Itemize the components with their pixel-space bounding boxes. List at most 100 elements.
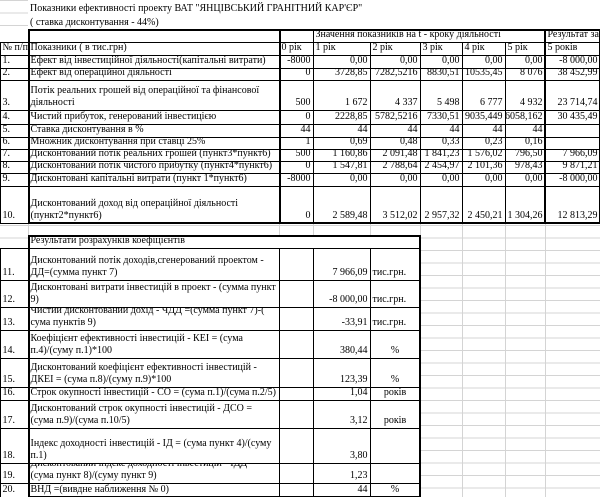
row-number-text: 2. <box>2 67 11 78</box>
row-number-text: 1. <box>2 54 11 66</box>
row-value-text: 7282,5216 <box>375 67 418 78</box>
row-value-text: 1 576,02 <box>467 148 503 159</box>
result-value-text: 44 <box>357 483 368 495</box>
result-value-text: 3,12 <box>350 414 368 426</box>
header-result-text: Результат за <box>547 28 599 40</box>
row-value-text: 2 957,32 <box>424 209 460 221</box>
result-unit-text: % <box>390 483 400 495</box>
row-value-text: 0,48 <box>400 136 418 147</box>
row-number: 5. <box>0 123 29 138</box>
header-year: 0 рік <box>278 41 314 56</box>
result-value: 7 966,09 <box>312 247 371 281</box>
header-indicators: Показники ( в тис.грн) <box>27 41 280 56</box>
row-value: 2 450,21 <box>461 185 506 224</box>
result-value: 1,23 <box>312 462 371 484</box>
row-value: 0,00 <box>504 172 546 187</box>
row-value: 0,00 <box>369 54 421 69</box>
row-total-text: 9 871,21 <box>562 160 598 171</box>
result-unit-text: тис.грн. <box>372 293 407 305</box>
result-value-text: 7 966,09 <box>332 266 368 278</box>
result-value-text: 1,04 <box>350 386 368 398</box>
result-number: 20. <box>0 482 29 497</box>
row-value-text: 0,00 <box>485 172 503 184</box>
result-blank <box>278 399 314 429</box>
result-label: Індекс доходності інвестицій - ІД = (сум… <box>27 427 280 464</box>
row-label-text: Дисконтований потік чистого прибутку (пу… <box>30 160 273 171</box>
row-value-text: 5782,5216 <box>375 110 418 122</box>
row-value: 4 337 <box>369 79 421 111</box>
row-value-text: 2 091,48 <box>382 148 418 159</box>
row-value-text: 44 <box>357 123 368 135</box>
row-value-text: 7330,51 <box>427 110 460 122</box>
gridline <box>545 0 546 497</box>
row-value: 44 <box>504 123 546 138</box>
result-unit <box>369 427 421 464</box>
result-label-text: Строк окупності інвестицій - СО = (сума … <box>30 386 276 398</box>
row-value-text: 2 589,48 <box>332 209 368 221</box>
row-number-text: 5. <box>2 123 11 135</box>
row-value: 44 <box>312 123 371 138</box>
row-number: 4. <box>0 109 29 125</box>
result-unit-text: тис.грн. <box>372 266 407 278</box>
result-label: Дисконтований строк окупності інвестицій… <box>27 399 280 429</box>
row-value: 4 932 <box>504 79 546 111</box>
result-unit: % <box>369 482 421 497</box>
row-total: 30 435,49 <box>544 109 600 125</box>
header-year: 4 рік <box>461 41 506 56</box>
row-label-text: Дисконтований потік реальних грошей (пун… <box>30 148 271 159</box>
result-blank <box>278 329 314 359</box>
header-indicators-text: Показники ( в тис.грн) <box>30 41 127 53</box>
row-value-text: 5 498 <box>437 96 460 108</box>
result-label: ВНД =(вивдне наближення № 0) <box>27 482 280 497</box>
result-label: Дисконтований коефіцієнт ефективності ін… <box>27 357 280 388</box>
row-value-text: 0,23 <box>485 136 503 147</box>
row-value: 0,00 <box>312 54 371 69</box>
row-label: Ставка дисконтування в % <box>27 123 280 138</box>
result-blank <box>278 357 314 388</box>
result-number-text: 11. <box>2 266 15 278</box>
result-blank <box>278 482 314 497</box>
header-year-text: 3 рік <box>422 41 443 53</box>
header-year-text: 1 рік <box>315 41 336 53</box>
row-value: 0,00 <box>419 54 463 69</box>
row-value: 0,00 <box>461 54 506 69</box>
row-value-text: 2 788,64 <box>382 160 418 171</box>
row-value-text: 1 160,86 <box>332 148 368 159</box>
header-year: 5 рік <box>504 41 546 56</box>
row-label-text: Ставка дисконтування в % <box>30 123 144 135</box>
row-value: -8000 <box>278 172 314 187</box>
row-value: 9035,449 <box>461 109 506 125</box>
row-value: 44 <box>278 123 314 138</box>
result-label: Строк окупності інвестицій - СО = (сума … <box>27 386 280 401</box>
row-value-text: 0,33 <box>442 136 460 147</box>
row-number-text: 7. <box>2 148 11 159</box>
row-total <box>544 123 600 138</box>
result-unit-text: % <box>390 344 400 356</box>
row-value-text: 1 <box>305 136 311 147</box>
result-number-text: 15. <box>2 373 16 385</box>
header-year-text: 5 рік <box>507 41 528 53</box>
row-value-text: 1 304,26 <box>507 209 543 221</box>
result-number-text: 14. <box>2 344 16 356</box>
result-number: 18. <box>0 427 29 464</box>
row-label-text: Множник дисконтування при ставці 25% <box>30 136 206 147</box>
row-total: 23 714,74 <box>544 79 600 111</box>
result-label: Дисконтовані витрати інвестицій в проект… <box>27 279 280 308</box>
row-value-text: 1 547,81 <box>332 160 368 171</box>
row-value-text: 6 777 <box>480 96 503 108</box>
result-unit: тис.грн. <box>369 247 421 281</box>
row-value: 0 <box>278 109 314 125</box>
result-value-text: -8 000,00 <box>329 293 368 305</box>
row-value: 6058,162 <box>504 109 546 125</box>
row-value-text: 2228,85 <box>335 110 368 122</box>
header-blank <box>278 28 314 43</box>
result-value-text: 3,80 <box>350 449 368 461</box>
row-total: -8 000,00 <box>544 172 600 187</box>
row-value-text: 8830,51 <box>427 67 460 78</box>
result-label: Коефіцієнт ефективності інвестицій - КЕІ… <box>27 329 280 359</box>
header-year: 1 рік <box>312 41 371 56</box>
sheet-title-text: Показники ефективності проекту ВАТ "ЯНЦІ… <box>30 3 363 14</box>
row-value-text: 0 <box>305 67 311 78</box>
result-blank <box>278 247 314 281</box>
